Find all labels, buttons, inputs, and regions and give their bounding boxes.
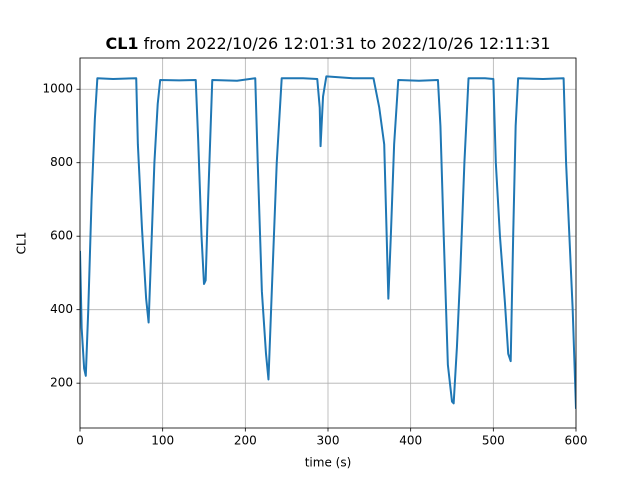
plot-frame xyxy=(79,57,577,429)
x-tick-label: 400 xyxy=(399,434,422,448)
data-line xyxy=(80,75,576,409)
x-axis-label: time (s) xyxy=(305,456,352,470)
x-tick-label: 200 xyxy=(234,434,257,448)
y-tick-label: 600 xyxy=(50,229,73,243)
y-tick-label: 400 xyxy=(50,302,73,316)
chart-title: CL1 from 2022/10/26 12:01:31 to 2022/10/… xyxy=(105,34,550,53)
x-tick-label: 600 xyxy=(565,434,588,448)
x-tick-label: 500 xyxy=(482,434,505,448)
y-tick-label: 200 xyxy=(50,376,73,390)
y-tick-label: 1000 xyxy=(42,82,73,96)
y-axis-label: CL1 xyxy=(15,232,29,255)
title-bold: CL1 xyxy=(105,34,138,53)
x-tick-label: 100 xyxy=(151,434,174,448)
x-tick-label: 300 xyxy=(317,434,340,448)
x-tick-label: 0 xyxy=(76,434,84,448)
title-rest: from 2022/10/26 12:01:31 to 2022/10/26 1… xyxy=(144,34,551,53)
y-tick-label: 800 xyxy=(50,155,73,169)
